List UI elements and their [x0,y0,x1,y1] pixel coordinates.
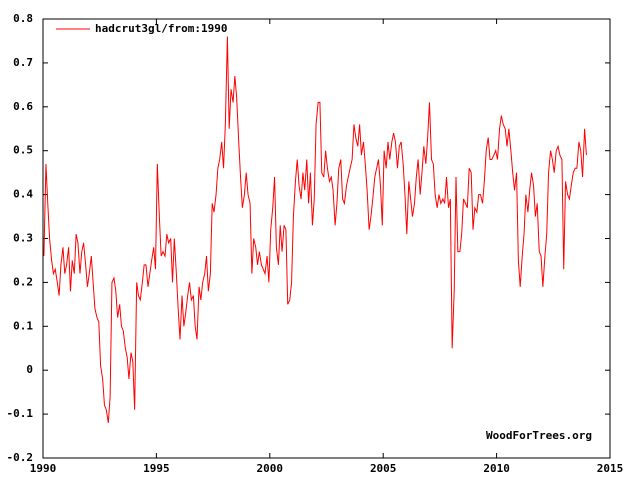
legend-label: hadcrut3gl/from:1990 [95,22,227,35]
x-tick-label: 2005 [370,462,397,475]
y-tick-label: 0.7 [13,56,33,69]
watermark: WoodForTrees.org [486,429,592,442]
y-tick-label: 0.3 [13,232,33,245]
y-tick-label: -0.2 [7,451,34,464]
x-tick-label: 2010 [483,462,510,475]
y-tick-label: 0.1 [13,319,33,332]
y-tick-label: 0 [26,363,33,376]
y-tick-label: 0.6 [13,100,33,113]
x-tick-label: 1995 [143,462,170,475]
data-line [43,36,587,423]
y-tick-label: 0.2 [13,275,33,288]
x-tick-label: 1990 [30,462,57,475]
y-tick-label: 0.5 [13,144,33,157]
x-tick-label: 2015 [597,462,624,475]
x-tick-label: 2000 [257,462,284,475]
y-tick-label: -0.1 [7,407,34,420]
y-tick-label: 0.8 [13,12,33,25]
plot-frame [42,18,611,459]
y-tick-label: 0.4 [13,188,33,201]
